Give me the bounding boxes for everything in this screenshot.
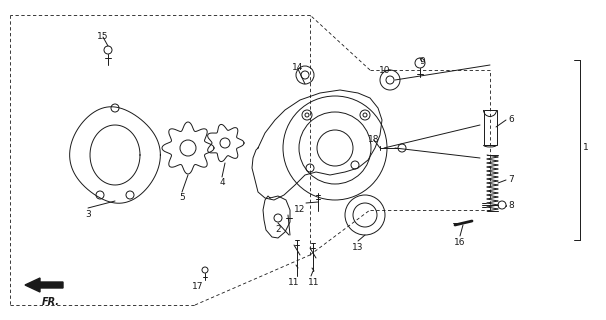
Text: 7: 7 xyxy=(508,175,514,185)
Bar xyxy=(484,110,497,145)
Text: 11: 11 xyxy=(288,278,300,287)
Text: 13: 13 xyxy=(352,243,364,252)
Text: 11: 11 xyxy=(308,278,320,287)
Text: 1: 1 xyxy=(583,142,589,151)
Text: 8: 8 xyxy=(508,202,514,211)
Text: 12: 12 xyxy=(294,205,305,214)
Text: 15: 15 xyxy=(97,32,108,41)
Text: 18: 18 xyxy=(368,135,380,144)
Text: 16: 16 xyxy=(454,238,466,247)
Text: 4: 4 xyxy=(219,178,225,187)
Text: 5: 5 xyxy=(179,193,185,202)
Text: 6: 6 xyxy=(508,116,514,124)
Polygon shape xyxy=(25,278,63,292)
Text: 2: 2 xyxy=(275,225,281,234)
Text: 17: 17 xyxy=(192,282,204,291)
Text: 9: 9 xyxy=(419,57,425,66)
Text: 3: 3 xyxy=(85,210,91,219)
Text: FR.: FR. xyxy=(42,297,60,307)
Text: 10: 10 xyxy=(379,66,391,75)
Text: 14: 14 xyxy=(292,63,304,72)
